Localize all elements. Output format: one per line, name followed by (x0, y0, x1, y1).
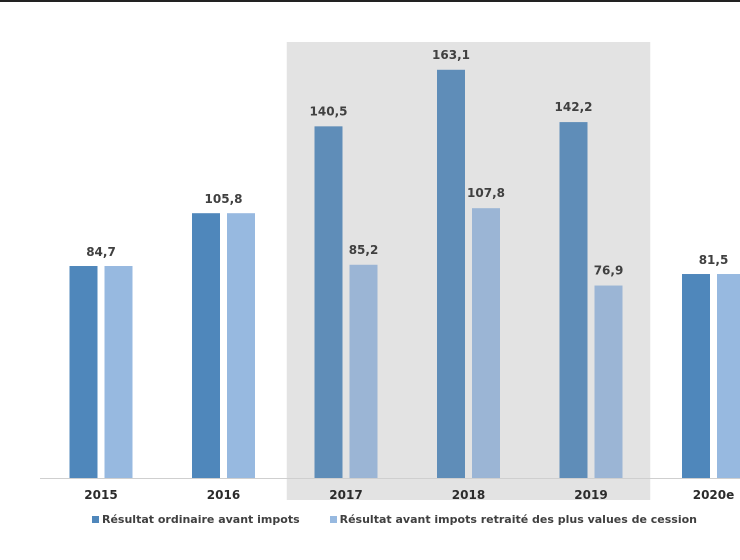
bar-2019-series-1 (559, 122, 588, 478)
legend-label-series-2: Résultat avant impots retraité des plus … (339, 513, 698, 526)
value-label-2016: 105,8 (205, 192, 243, 206)
bar-2020e-series-2 (717, 274, 740, 478)
bar-2017-series-1 (314, 126, 343, 478)
bar-2015-series-1 (69, 266, 98, 478)
legend-item-series-1: Résultat ordinaire avant impots (92, 513, 300, 526)
bar-2016-series-2 (227, 213, 255, 479)
bar-2018-series-2 (472, 208, 500, 478)
value-label-2018-series-2: 107,8 (467, 186, 505, 200)
x-tick-label-2016: 2016 (207, 488, 240, 500)
value-labels-group: 84,7 105,8 140,5 85,2 163,1 107,8 142,2 76,9 81,… (86, 48, 728, 278)
top-rule (0, 0, 740, 2)
highlight-band (286, 42, 651, 500)
x-tick-label-2020e: 2020e (693, 488, 735, 500)
legend-swatch-series-1 (92, 516, 99, 523)
value-label-2017-series-2: 85,2 (349, 243, 379, 257)
bar-2018-series-1 (437, 69, 465, 478)
x-tick-labels-group: 2015 2016 2017 2018 2019 2020e (84, 488, 734, 500)
value-label-2020e: 81,5 (699, 253, 729, 267)
bar-2020e-series-1 (682, 274, 710, 478)
legend: Résultat ordinaire avant impots Résultat… (92, 513, 697, 526)
legend-item-series-2: Résultat avant impots retraité des plus … (329, 513, 698, 526)
x-tick-label-2015: 2015 (84, 488, 117, 500)
x-tick-label-2019: 2019 (574, 488, 607, 500)
value-label-2017-series-1: 140,5 (310, 104, 348, 118)
bar-chart: 84,7 105,8 140,5 85,2 163,1 107,8 142,2 76,9 81,… (40, 42, 740, 500)
bars-group (69, 69, 740, 479)
value-label-2015: 84,7 (86, 245, 116, 259)
value-label-2019-series-2: 76,9 (594, 264, 624, 278)
bar-2015-series-2 (104, 266, 133, 478)
value-label-2018-series-1: 163,1 (432, 48, 470, 62)
x-tick-label-2018: 2018 (452, 488, 485, 500)
x-tick-label-2017: 2017 (329, 488, 362, 500)
bar-2017-series-2 (349, 264, 378, 478)
bar-2019-series-2 (594, 285, 623, 478)
legend-swatch-series-2 (329, 516, 337, 523)
legend-label-series-1: Résultat ordinaire avant impots (102, 513, 300, 526)
value-label-2019-series-1: 142,2 (555, 100, 593, 114)
bar-2016-series-1 (192, 213, 220, 479)
